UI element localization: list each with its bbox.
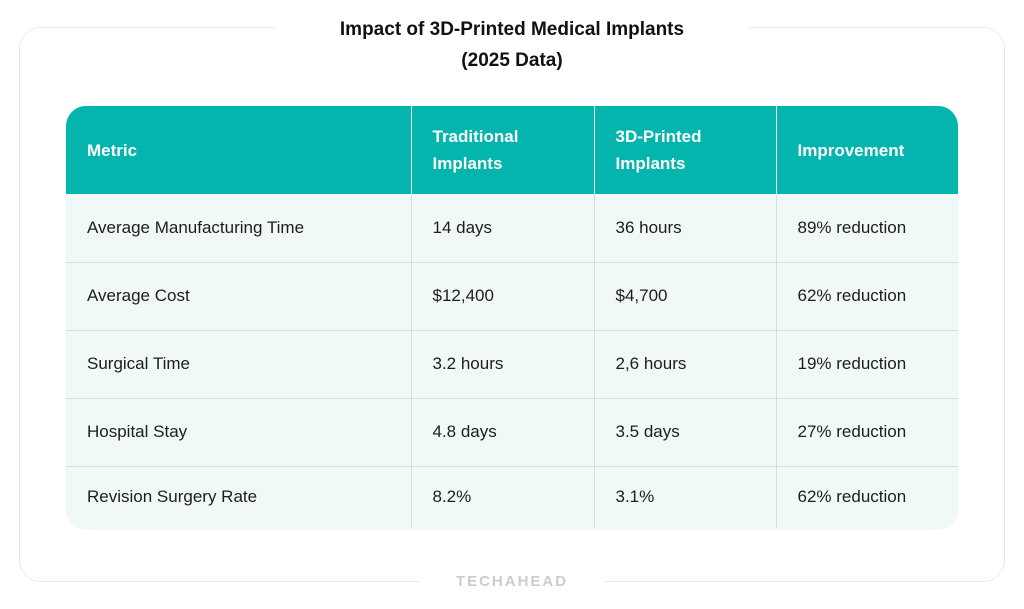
header-improvement: Improvement: [775, 106, 958, 194]
cell-3d-printed: 3.1%: [593, 465, 776, 528]
cell-3d-printed: 36 hours: [593, 194, 776, 262]
cell-metric: Surgical Time: [66, 329, 411, 398]
table-row: Average Manufacturing Time 14 days 36 ho…: [66, 194, 958, 262]
cell-improvement: 62% reduction: [775, 465, 958, 528]
cell-traditional: 3.2 hours: [410, 329, 594, 398]
header-traditional-implants: Traditional Implants: [410, 106, 594, 194]
cell-improvement: 19% reduction: [775, 329, 958, 398]
cell-metric: Hospital Stay: [66, 397, 411, 466]
comparison-table-container: Metric Traditional Implants 3D-Printed I…: [66, 106, 958, 530]
header-3d-printed-implants: 3D-Printed Implants: [593, 106, 776, 194]
title-line-1: Impact of 3D-Printed Medical Implants: [339, 19, 685, 40]
table-row: Surgical Time 3.2 hours 2,6 hours 19% re…: [66, 329, 958, 398]
header-metric-label: Metric: [87, 140, 138, 160]
cell-improvement: 27% reduction: [775, 397, 958, 466]
header-improvement-label: Improvement: [797, 140, 905, 160]
cell-metric: Revision Surgery Rate: [66, 465, 411, 528]
cell-traditional: 14 days: [410, 194, 594, 262]
cell-improvement: 89% reduction: [775, 194, 958, 262]
header-3d-printed-line-1: 3D-Printed: [615, 127, 702, 146]
title-background: [275, 12, 749, 82]
cell-traditional: 4.8 days: [410, 397, 594, 466]
cell-traditional: $12,400: [410, 261, 594, 330]
cell-3d-printed: $4,700: [593, 261, 776, 330]
table-row: Hospital Stay 4.8 days 3.5 days 27% redu…: [66, 397, 958, 466]
cell-metric: Average Manufacturing Time: [87, 217, 305, 237]
table-row: Average Cost $12,400 $4,700 62% reductio…: [66, 261, 958, 330]
header-metric: Metric: [66, 106, 411, 194]
header-traditional-line-2: Implants: [432, 154, 503, 173]
cell-metric: Average Cost: [66, 261, 411, 330]
cell-3d-printed: 2,6 hours: [593, 329, 776, 398]
cell-3d-printed: 3.5 days: [593, 397, 776, 466]
header-3d-printed-line-2: Implants: [615, 154, 686, 173]
cell-traditional: 8.2%: [410, 465, 594, 528]
header-traditional-line-1: Traditional: [432, 127, 519, 146]
table-row: Revision Surgery Rate 8.2% 3.1% 62% redu…: [66, 465, 958, 528]
page-title: Impact of 3D-Printed Medical Implants (2…: [0, 14, 1024, 76]
table-header-row: Metric Traditional Implants 3D-Printed I…: [66, 106, 958, 194]
cell-improvement: 62% reduction: [775, 261, 958, 330]
footer-background: [420, 570, 604, 596]
brand-logo-text: TECHAHEAD: [455, 573, 569, 590]
title-line-2: (2025 Data): [461, 50, 563, 71]
comparison-table: Metric Traditional Implants 3D-Printed I…: [66, 106, 958, 528]
